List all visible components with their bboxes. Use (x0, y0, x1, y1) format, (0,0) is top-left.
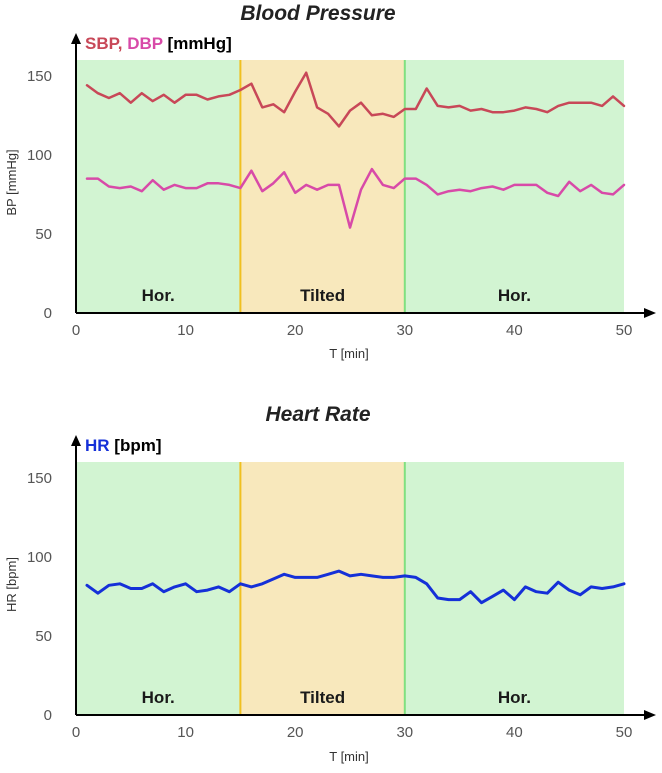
units-label-part-2: , (118, 34, 127, 53)
region-3-background (404, 60, 624, 313)
region-label-1: Hor. (142, 286, 175, 305)
chart-title: Blood Pressure (240, 2, 396, 25)
y-tick-label: 100 (27, 147, 52, 164)
blood-pressure-chart: Hor. Tilted Hor. 0 10 20 30 40 50 0 50 100 150 Blood … (4, 2, 656, 361)
y-axis-arrow-icon (71, 33, 81, 44)
region-2-background (240, 462, 405, 715)
region-label-3: Hor. (498, 286, 531, 305)
region-label-2: Tilted (300, 286, 345, 305)
units-label-part-4: [mmHg] (163, 34, 232, 53)
series-line-hr (85, 569, 626, 605)
region-label-3: Hor. (498, 688, 531, 707)
y-tick-label: 50 (35, 226, 52, 243)
x-axis-label: T [min] (329, 346, 369, 361)
y-tick-label: 0 (44, 707, 52, 724)
units-label: HR [bpm] (85, 436, 162, 455)
x-axis-arrow-icon (644, 710, 656, 720)
x-tick-label: 40 (506, 724, 523, 741)
heart-rate-chart: Hor. Tilted Hor. 0 10 20 30 40 50 0 50 100 150 Heart … (4, 403, 656, 764)
y-tick-label: 100 (27, 549, 52, 566)
region-label-2: Tilted (300, 688, 345, 707)
y-axis-label: HR [bpm] (4, 557, 19, 612)
units-label-part-2: [bpm] (110, 436, 162, 455)
x-tick-label: 30 (396, 724, 413, 741)
x-axis-label: T [min] (329, 749, 369, 764)
region-label-1: Hor. (142, 688, 175, 707)
series-line-dbp (85, 167, 626, 229)
x-tick-label: 20 (287, 322, 304, 339)
x-tick-label: 0 (72, 724, 80, 741)
units-label-part-1: HR (85, 436, 110, 455)
units-label-part-3: DBP (127, 34, 163, 53)
x-axis-arrow-icon (644, 308, 656, 318)
x-tick-label: 30 (396, 322, 413, 339)
y-tick-label: 50 (35, 628, 52, 645)
series-line-sbp (85, 71, 626, 128)
y-tick-label: 150 (27, 68, 52, 85)
x-tick-label: 40 (506, 322, 523, 339)
x-tick-label: 10 (177, 724, 194, 741)
y-tick-label: 0 (44, 305, 52, 322)
x-tick-label: 20 (287, 724, 304, 741)
y-axis-label: BP [mmHg] (4, 149, 19, 215)
x-tick-label: 10 (177, 322, 194, 339)
x-tick-label: 50 (616, 724, 633, 741)
y-axis-arrow-icon (71, 435, 81, 446)
y-tick-label: 150 (27, 470, 52, 487)
units-label-part-1: SBP (85, 34, 120, 53)
x-tick-label: 0 (72, 322, 80, 339)
chart-title: Heart Rate (265, 403, 370, 426)
units-label: SBP, DBP [mmHg] (85, 34, 232, 53)
x-tick-label: 50 (616, 322, 633, 339)
